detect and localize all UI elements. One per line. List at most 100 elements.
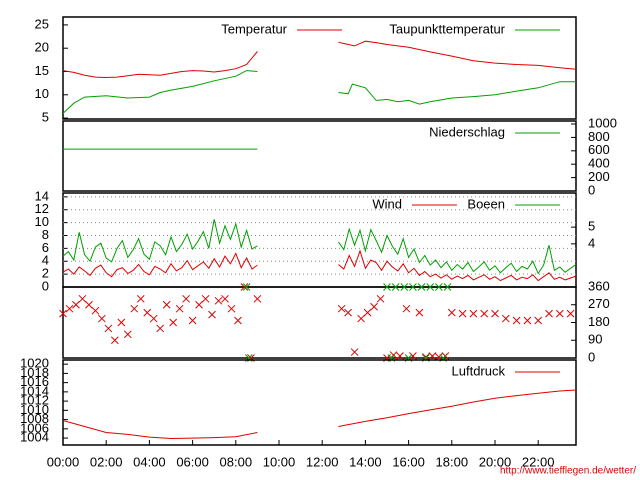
y-tick-label: 10: [35, 86, 49, 101]
direction-point: [85, 300, 93, 309]
y-tick-label: 25: [35, 16, 49, 31]
direction-point: [458, 309, 467, 318]
y-tick-label: 12: [35, 201, 49, 216]
direction-point: [78, 294, 87, 303]
panel-frame: [62, 16, 577, 120]
legend-label: Wind: [372, 196, 402, 211]
x-tick-label: 00:00: [47, 454, 80, 469]
direction-point: [175, 304, 184, 313]
y2-tick-label: 90: [588, 332, 602, 347]
direction-point: [363, 308, 372, 317]
direction-point: [253, 294, 262, 303]
direction-point: [169, 318, 178, 327]
x-tick-label: 18:00: [436, 454, 469, 469]
direction-point: [417, 283, 426, 291]
direction-point: [566, 309, 575, 318]
y2-tick-label: 200: [588, 169, 610, 184]
y-tick-label: 1008: [20, 411, 49, 426]
direction-point: [227, 304, 236, 313]
direction-point: [149, 314, 158, 323]
source-url: http://www.tiefflegen.de/wetter/: [500, 466, 636, 477]
direction-point: [501, 314, 510, 323]
legend-label: Boeen: [467, 196, 505, 211]
direction-point: [98, 314, 106, 323]
direction-point: [221, 294, 229, 303]
y-tick-label: 5: [42, 110, 49, 125]
y-tick-label: 1004: [20, 430, 49, 445]
direction-point: [383, 283, 391, 291]
x-tick-label: 14:00: [349, 454, 382, 469]
direction-point: [201, 294, 210, 303]
direction-point: [208, 310, 216, 319]
direction-point: [130, 304, 139, 313]
legend-label: Temperatur: [221, 21, 287, 36]
x-tick-label: 02:00: [90, 454, 123, 469]
x-tick-label: 08:00: [220, 454, 253, 469]
direction-point: [104, 324, 113, 333]
x-tick-label: 12:00: [306, 454, 339, 469]
direction-point: [400, 283, 409, 291]
y2-tick-label: 0: [588, 182, 595, 197]
data-line: [62, 219, 577, 275]
y-tick-label: 14: [35, 188, 49, 203]
legend-label: Taupunkttemperatur: [389, 21, 505, 36]
direction-point: [555, 309, 564, 318]
direction-point: [391, 283, 400, 291]
x-tick-label: 06:00: [176, 454, 209, 469]
direction-point: [182, 294, 190, 303]
direction-point: [240, 283, 249, 291]
direction-point: [162, 300, 171, 309]
direction-point: [72, 300, 80, 309]
y-tick-label: 20: [35, 40, 49, 55]
y2-tick-label: 0: [588, 349, 595, 364]
y2-tick-label: 180: [588, 314, 610, 329]
y-tick-label: 4: [42, 253, 49, 268]
direction-point: [214, 296, 223, 305]
direction-point: [188, 316, 197, 325]
direction-point: [234, 316, 242, 325]
panel-frame: [62, 359, 577, 446]
y2-tick-label: 360: [588, 278, 610, 293]
direction-point: [59, 309, 67, 318]
y2-tick-label: 400: [588, 156, 610, 171]
y-tick-label: 10: [35, 214, 49, 229]
x-tick-label: 04:00: [133, 454, 166, 469]
direction-point: [409, 352, 417, 360]
y2-tick-label: 4: [588, 235, 595, 250]
data-line: [62, 40, 577, 79]
y-tick-label: 15: [35, 63, 49, 78]
direction-point: [123, 330, 132, 339]
direction-point: [469, 309, 478, 318]
direction-point: [415, 308, 424, 317]
direction-point: [545, 309, 553, 318]
y-tick-label: 1010: [20, 402, 49, 417]
y-tick-label: 2: [42, 266, 49, 281]
y2-tick-label: 5: [588, 219, 595, 234]
direction-point: [337, 304, 346, 313]
y2-tick-label: 270: [588, 296, 610, 311]
direction-point: [443, 283, 452, 291]
direction-point: [534, 316, 543, 325]
panel-frame: [62, 120, 577, 192]
y-tick-label: 0: [42, 278, 49, 293]
legend-label: Luftdruck: [452, 363, 506, 378]
y-tick-label: 1006: [20, 420, 49, 435]
y-tick-label: 1012: [20, 393, 49, 408]
x-tick-label: 10:00: [263, 454, 296, 469]
direction-point: [242, 283, 251, 291]
direction-point: [156, 324, 165, 333]
y-tick-label: 1018: [20, 365, 49, 380]
direction-point: [523, 316, 532, 325]
direction-point: [136, 294, 145, 303]
x-tick-label: 20:00: [479, 454, 512, 469]
data-line: [62, 70, 576, 114]
y-tick-label: 1016: [20, 374, 49, 389]
direction-point: [370, 302, 378, 311]
data-line: [62, 249, 577, 282]
direction-point: [428, 352, 437, 360]
data-line: [62, 389, 577, 440]
y2-tick-label: 1000: [588, 115, 617, 130]
direction-point: [350, 348, 359, 356]
direction-point: [409, 283, 417, 291]
